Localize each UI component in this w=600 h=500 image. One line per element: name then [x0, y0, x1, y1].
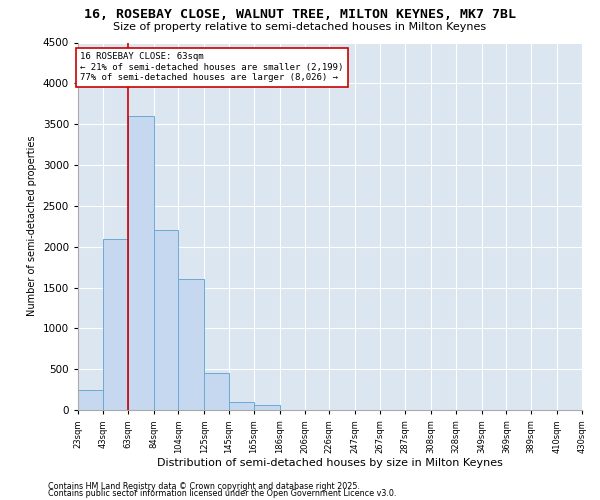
Bar	[178, 280, 205, 410]
Text: Size of property relative to semi-detached houses in Milton Keynes: Size of property relative to semi-detach…	[113, 22, 487, 32]
Y-axis label: Number of semi-detached properties: Number of semi-detached properties	[27, 136, 37, 316]
Bar	[205, 373, 229, 410]
Bar	[78, 390, 103, 410]
Text: 16, ROSEBAY CLOSE, WALNUT TREE, MILTON KEYNES, MK7 7BL: 16, ROSEBAY CLOSE, WALNUT TREE, MILTON K…	[84, 8, 516, 20]
X-axis label: Distribution of semi-detached houses by size in Milton Keynes: Distribution of semi-detached houses by …	[157, 458, 503, 468]
Text: Contains public sector information licensed under the Open Government Licence v3: Contains public sector information licen…	[48, 490, 397, 498]
Text: 16 ROSEBAY CLOSE: 63sqm
← 21% of semi-detached houses are smaller (2,199)
77% of: 16 ROSEBAY CLOSE: 63sqm ← 21% of semi-de…	[80, 52, 344, 82]
Bar	[254, 405, 280, 410]
Bar	[154, 230, 178, 410]
Bar	[128, 116, 154, 410]
Bar	[229, 402, 254, 410]
Bar	[103, 238, 128, 410]
Text: Contains HM Land Registry data © Crown copyright and database right 2025.: Contains HM Land Registry data © Crown c…	[48, 482, 360, 491]
